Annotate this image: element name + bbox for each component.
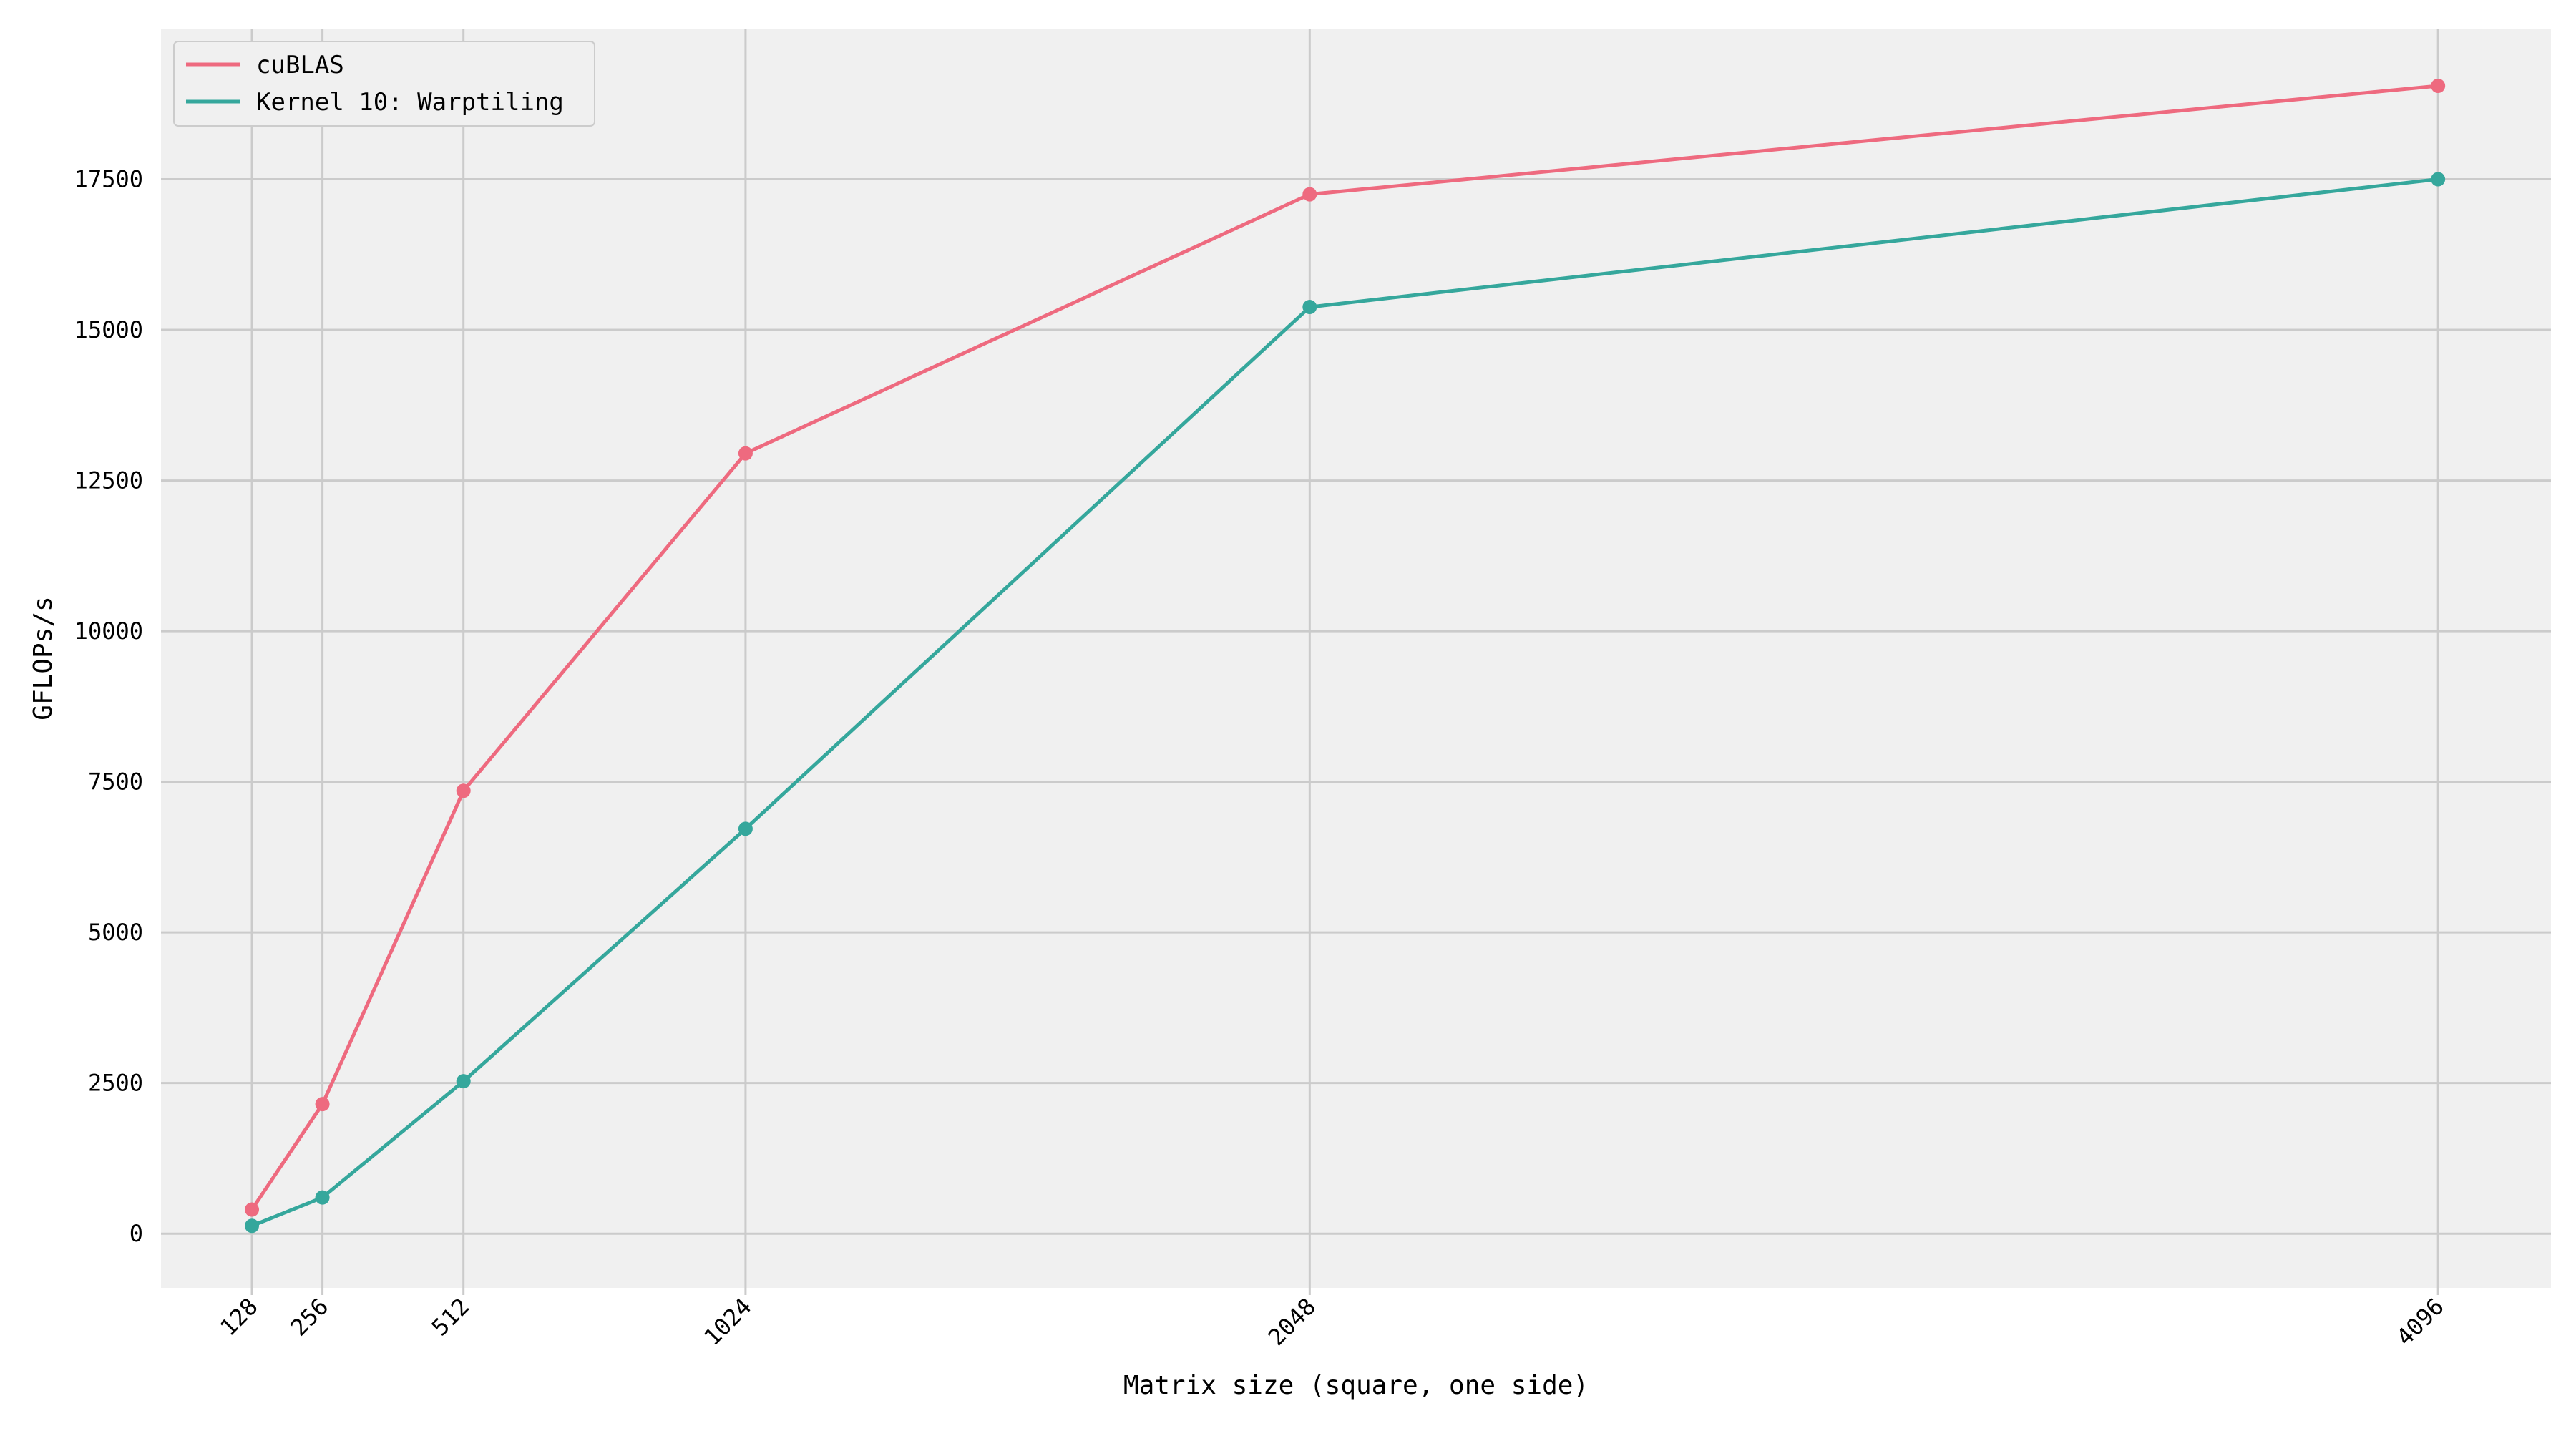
series-0 [245, 79, 2446, 1217]
x-tick-label: 512 [426, 1293, 475, 1342]
x-tick-label: 256 [286, 1293, 334, 1342]
data-point [315, 1097, 330, 1112]
data-point [2431, 79, 2446, 93]
y-tick-label: 2500 [88, 1070, 143, 1097]
data-point [738, 446, 753, 461]
data-point [2431, 172, 2446, 187]
data-point [738, 821, 753, 836]
series-line [250, 84, 2439, 1211]
x-tick-label: 1024 [698, 1293, 756, 1351]
y-tick-label: 7500 [88, 768, 143, 796]
legend-box [173, 41, 595, 127]
plot-area [161, 29, 2551, 1288]
y-tick-label: 5000 [88, 919, 143, 946]
y-tick-label: 0 [130, 1220, 143, 1247]
y-axis-ticks: 0 2500 5000 7500 10000 12500 15000 17500 [74, 166, 143, 1248]
legend-label: Kernel 10: Warptiling [256, 88, 564, 117]
data-point [315, 1190, 330, 1205]
series-lines [245, 79, 2446, 1234]
x-axis-label: Matrix size (square, one side) [1123, 1371, 1589, 1400]
data-point [456, 783, 471, 798]
y-tick-label: 10000 [74, 617, 143, 645]
x-tick-label: 4096 [2391, 1293, 2449, 1351]
grid [161, 29, 2551, 1288]
x-tick-label: 2048 [1263, 1293, 1321, 1351]
data-point [245, 1202, 260, 1217]
legend-label: cuBLAS [256, 51, 344, 79]
data-point [245, 1218, 260, 1234]
y-axis-label: GFLOPs/s [29, 596, 58, 720]
y-tick-label: 17500 [74, 166, 143, 193]
series-line [251, 177, 2439, 1228]
x-axis-ticks: 128 256 512 1024 2048 4096 [215, 1288, 2449, 1351]
legend: cuBLAS Kernel 10: Warptiling [173, 41, 595, 127]
y-tick-label: 15000 [74, 316, 143, 343]
data-point [1302, 187, 1317, 202]
x-tick-label: 128 [215, 1293, 263, 1342]
data-point [456, 1074, 471, 1089]
data-point [1302, 300, 1317, 315]
y-tick-label: 12500 [74, 467, 143, 494]
series-1 [245, 172, 2446, 1234]
